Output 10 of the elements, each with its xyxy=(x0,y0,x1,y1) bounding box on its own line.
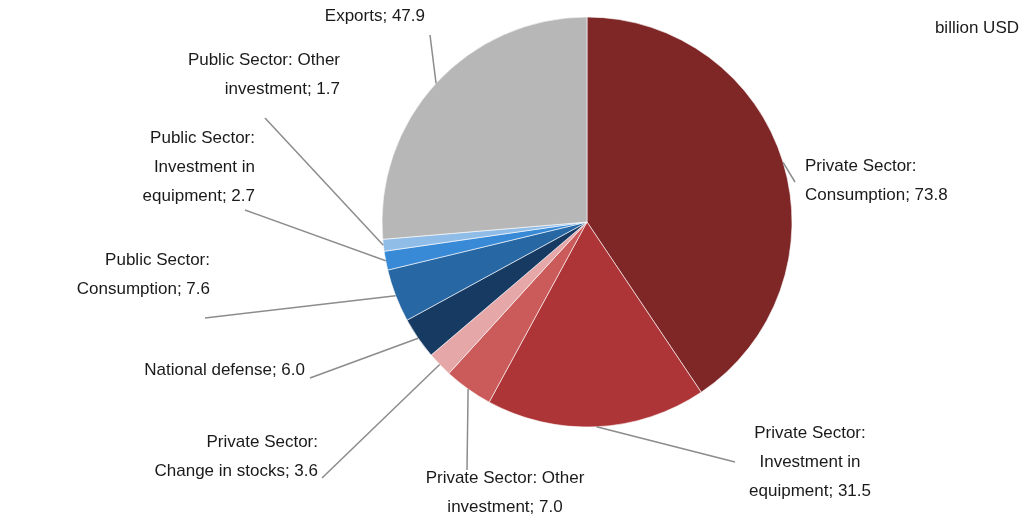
slice-label: National defense; 6.0 xyxy=(144,360,305,379)
text: billion USD xyxy=(934,18,1019,37)
slice-label: Public Sector: Other investment; 1.7 xyxy=(187,50,341,98)
slice-label: Private Sector: Investment in equipment; 31.5 xyxy=(749,423,871,500)
slice-label: Public Sector: Investment in equipment; 2.7 xyxy=(142,128,255,205)
slice-label: Private Sector: Consumption; 73.8 xyxy=(805,156,948,204)
slice-label: Public Sector: Consumption; 7.6 xyxy=(76,250,210,298)
slice-label: Exports; 47.9 xyxy=(324,6,425,25)
slice-label: Private Sector: Change in stocks; 3.6 xyxy=(154,432,318,480)
slice-label: Private Sector: Other investment; 7.0 xyxy=(425,468,585,516)
